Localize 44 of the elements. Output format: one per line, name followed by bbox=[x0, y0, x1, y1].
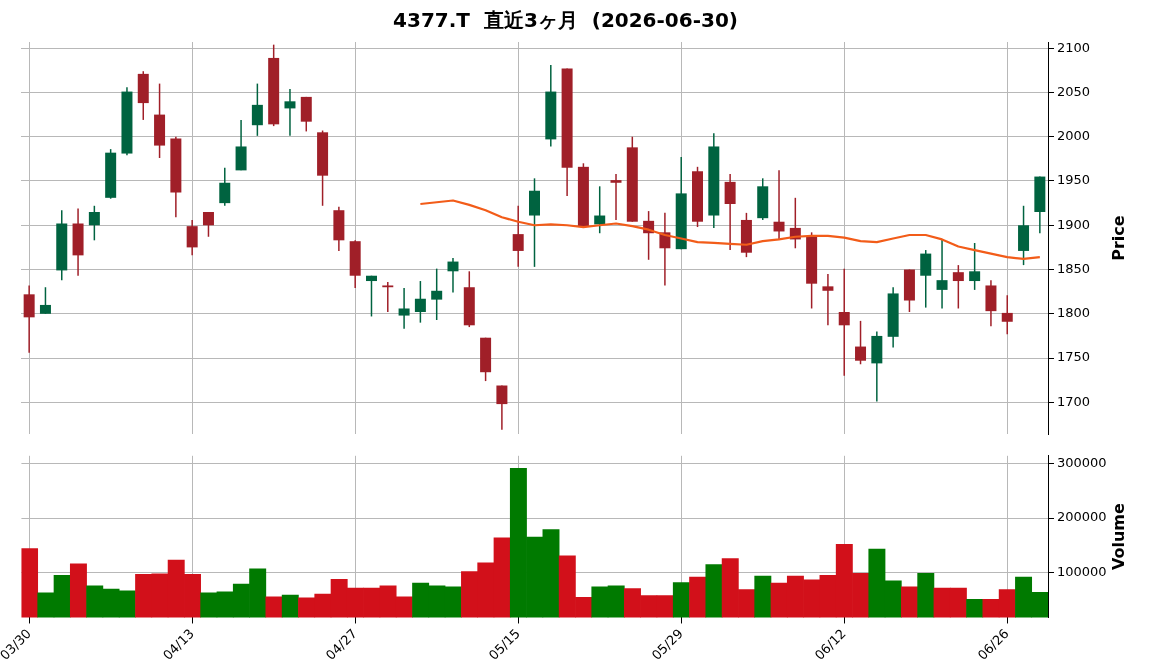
candlestick bbox=[952, 264, 964, 310]
candlestick bbox=[186, 219, 198, 257]
candlestick bbox=[88, 205, 100, 242]
candlestick bbox=[773, 169, 785, 241]
candlestick bbox=[219, 166, 231, 207]
y-tick-label: 1800 bbox=[1057, 305, 1091, 321]
candlestick bbox=[822, 273, 834, 327]
candlestick bbox=[855, 320, 867, 366]
candlestick bbox=[251, 82, 263, 137]
y-axis-title: Volume bbox=[1109, 503, 1129, 571]
chart-title: 4377.T 直近3ヶ月 (2026-06-30) bbox=[393, 8, 738, 33]
candlestick bbox=[838, 267, 850, 377]
candlestick bbox=[235, 119, 247, 172]
y-tick-label: 2100 bbox=[1057, 39, 1091, 55]
candlestick bbox=[431, 267, 443, 321]
y-tick-label: 2000 bbox=[1057, 128, 1091, 144]
y-tick-label: 1900 bbox=[1057, 216, 1091, 232]
candlestick bbox=[936, 238, 948, 310]
candlestick bbox=[496, 384, 508, 431]
candlestick bbox=[447, 257, 459, 294]
candlestick bbox=[969, 242, 981, 291]
candlestick bbox=[920, 249, 932, 309]
candlestick bbox=[610, 173, 622, 221]
candlestick bbox=[724, 173, 736, 251]
y-axis-title: Price bbox=[1109, 215, 1129, 261]
candlestick bbox=[594, 185, 606, 234]
y-tick-label: 1950 bbox=[1057, 172, 1091, 188]
candlestick bbox=[414, 280, 426, 324]
candlestick bbox=[398, 287, 410, 330]
candlestick bbox=[512, 205, 524, 268]
candlestick bbox=[365, 274, 377, 318]
candlestick bbox=[39, 286, 51, 315]
candlestick bbox=[382, 281, 394, 313]
y-tick-label: 300000 bbox=[1057, 454, 1107, 470]
y-tick-label: 1750 bbox=[1057, 349, 1091, 365]
y-tick-label: 1700 bbox=[1057, 393, 1091, 409]
candlestick bbox=[202, 211, 214, 238]
y-tick-label: 2050 bbox=[1057, 83, 1091, 99]
y-tick-label: 1850 bbox=[1057, 260, 1091, 276]
y-tick-label: 100000 bbox=[1057, 564, 1107, 580]
candlestick bbox=[284, 88, 296, 137]
candlestick bbox=[1001, 294, 1013, 335]
y-tick-label: 200000 bbox=[1057, 509, 1107, 525]
candlestick bbox=[23, 284, 35, 354]
